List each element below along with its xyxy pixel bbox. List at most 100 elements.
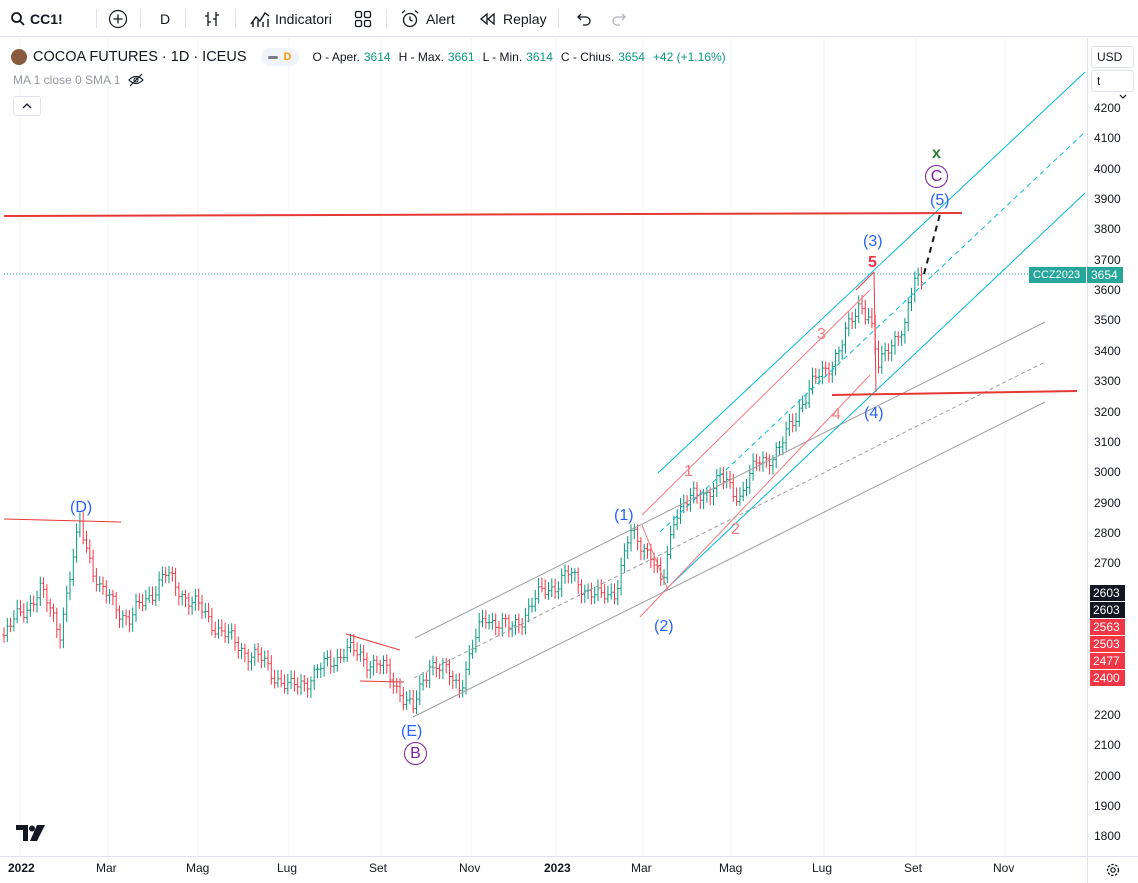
replay-button[interactable]: Replay xyxy=(479,6,547,31)
wave-label-D[interactable]: (D) xyxy=(70,499,93,516)
ohlc-bar xyxy=(556,581,560,600)
price-tag: 2603 xyxy=(1090,602,1125,618)
ohlc-bar xyxy=(339,648,343,664)
wave-label-C[interactable]: C xyxy=(925,165,948,188)
symbol-search-button[interactable]: CC1! xyxy=(10,6,63,31)
subwave-label-4[interactable]: 4 xyxy=(832,406,841,423)
collapse-legend-button[interactable] xyxy=(13,96,41,116)
ohlc-bar xyxy=(108,589,112,604)
ohlc-bar xyxy=(712,482,715,506)
ohlc-bar xyxy=(530,597,534,613)
indicators-label: Indicatori xyxy=(275,10,332,27)
ohlc-bar xyxy=(675,509,679,530)
ohlc-bar xyxy=(794,412,798,432)
ohlc-bar xyxy=(230,623,234,640)
data-status-pill[interactable]: D xyxy=(260,48,299,66)
tradingview-logo[interactable] xyxy=(16,825,46,846)
compare-symbol-button[interactable] xyxy=(108,6,128,31)
wave-label-E[interactable]: (E) xyxy=(401,723,423,740)
ohlc-bar xyxy=(527,598,531,623)
wave-label-B[interactable]: B xyxy=(404,742,427,765)
ohlc-bar xyxy=(28,595,32,617)
price-axis[interactable] xyxy=(1087,38,1138,856)
wave-label-4[interactable]: (4) xyxy=(864,405,884,422)
ohlc-bar xyxy=(68,571,72,601)
chart-style-button[interactable] xyxy=(203,6,221,31)
indicator-legend[interactable]: MA 1 close 0 SMA 1 xyxy=(13,73,145,87)
unit-label: t xyxy=(1097,74,1101,88)
ohlc-bar xyxy=(203,603,207,619)
time-axis[interactable] xyxy=(0,856,1087,883)
price-tick: 3600 xyxy=(1094,283,1121,298)
ohlc-bar xyxy=(121,610,125,628)
ohlc-bar xyxy=(563,564,567,584)
ohlc-bar xyxy=(844,322,847,354)
symbol-title[interactable]: COCOA FUTURES · 1D · ICEUS xyxy=(33,49,247,65)
line-icon xyxy=(267,55,278,59)
templates-button[interactable] xyxy=(354,6,372,31)
ohlc-bar xyxy=(514,614,517,635)
ohlc-bar xyxy=(609,583,613,600)
chevron-up-icon xyxy=(22,103,32,109)
wave-label-1[interactable]: (1) xyxy=(614,507,634,524)
undo-button[interactable] xyxy=(574,6,592,31)
ohlc-bar xyxy=(253,643,257,666)
ohlc-bar xyxy=(444,657,448,674)
redo-button[interactable] xyxy=(611,6,629,31)
wave-label-3[interactable]: (3) xyxy=(863,233,883,250)
ohlc-bar xyxy=(382,655,385,675)
interval-button[interactable]: D xyxy=(160,6,170,31)
alert-button[interactable]: Alert xyxy=(400,6,455,31)
ohlc-bar xyxy=(919,267,923,290)
undo-icon xyxy=(577,13,591,26)
chart-settings-corner[interactable] xyxy=(1087,856,1138,883)
price-tick: 1900 xyxy=(1094,799,1121,814)
ohlc-bar xyxy=(58,623,62,649)
ohlc-bar xyxy=(5,617,9,642)
ohlc-bar xyxy=(276,669,280,688)
ohlc-bar xyxy=(190,596,194,615)
subwave-label-3[interactable]: 3 xyxy=(817,326,826,343)
ohlc-bar xyxy=(576,567,580,594)
ohlc-bar xyxy=(672,515,676,539)
gear-icon xyxy=(1106,863,1120,877)
symbol-name: CC1! xyxy=(30,10,63,27)
ohlc-bar xyxy=(900,330,904,346)
ohlc-bar xyxy=(751,453,755,481)
ohlc-bar xyxy=(702,489,706,510)
ohlc-bar xyxy=(411,689,415,714)
time-tick: Lug xyxy=(277,861,298,875)
ohlc-bar xyxy=(75,523,79,563)
wave-label-2[interactable]: (2) xyxy=(654,618,674,635)
ohlc-bar xyxy=(250,652,253,671)
ohlc-bar xyxy=(365,652,369,679)
bar-style-icon xyxy=(205,11,219,26)
ohlc-bar xyxy=(418,675,422,706)
subwave-label-5[interactable]: 5 xyxy=(868,254,877,271)
ohlc-bar xyxy=(481,609,484,628)
ohlc-bar xyxy=(217,619,220,639)
ohlc-bar xyxy=(19,599,22,617)
ohlc-bar xyxy=(510,621,514,638)
price-chart[interactable] xyxy=(0,38,1087,856)
eye-hidden-icon[interactable] xyxy=(128,73,145,87)
ohlc-bar xyxy=(137,593,141,609)
wave-label-5[interactable]: (5) xyxy=(930,192,950,209)
subwave-label-1[interactable]: 1 xyxy=(684,463,693,480)
cocoa-logo-icon xyxy=(11,49,27,65)
indicators-button[interactable]: Indicatori xyxy=(250,6,332,31)
unit-selector[interactable]: t xyxy=(1091,70,1134,99)
price-tick: 3300 xyxy=(1094,374,1121,389)
subwave-label-2[interactable]: 2 xyxy=(731,521,740,538)
ohlc-bar xyxy=(441,658,445,680)
ohlc-bar xyxy=(55,607,59,639)
wave-label-x[interactable]: x xyxy=(932,145,941,162)
templates-icon xyxy=(354,10,372,27)
ohlc-bar xyxy=(547,581,550,600)
price-tick: 2700 xyxy=(1094,556,1121,571)
ohlc-bar xyxy=(226,624,230,644)
ohlc-bar xyxy=(840,339,844,360)
ohlc-bar xyxy=(867,308,871,324)
ohlc-bar xyxy=(342,648,346,663)
currency-selector[interactable]: USD xyxy=(1091,46,1134,75)
